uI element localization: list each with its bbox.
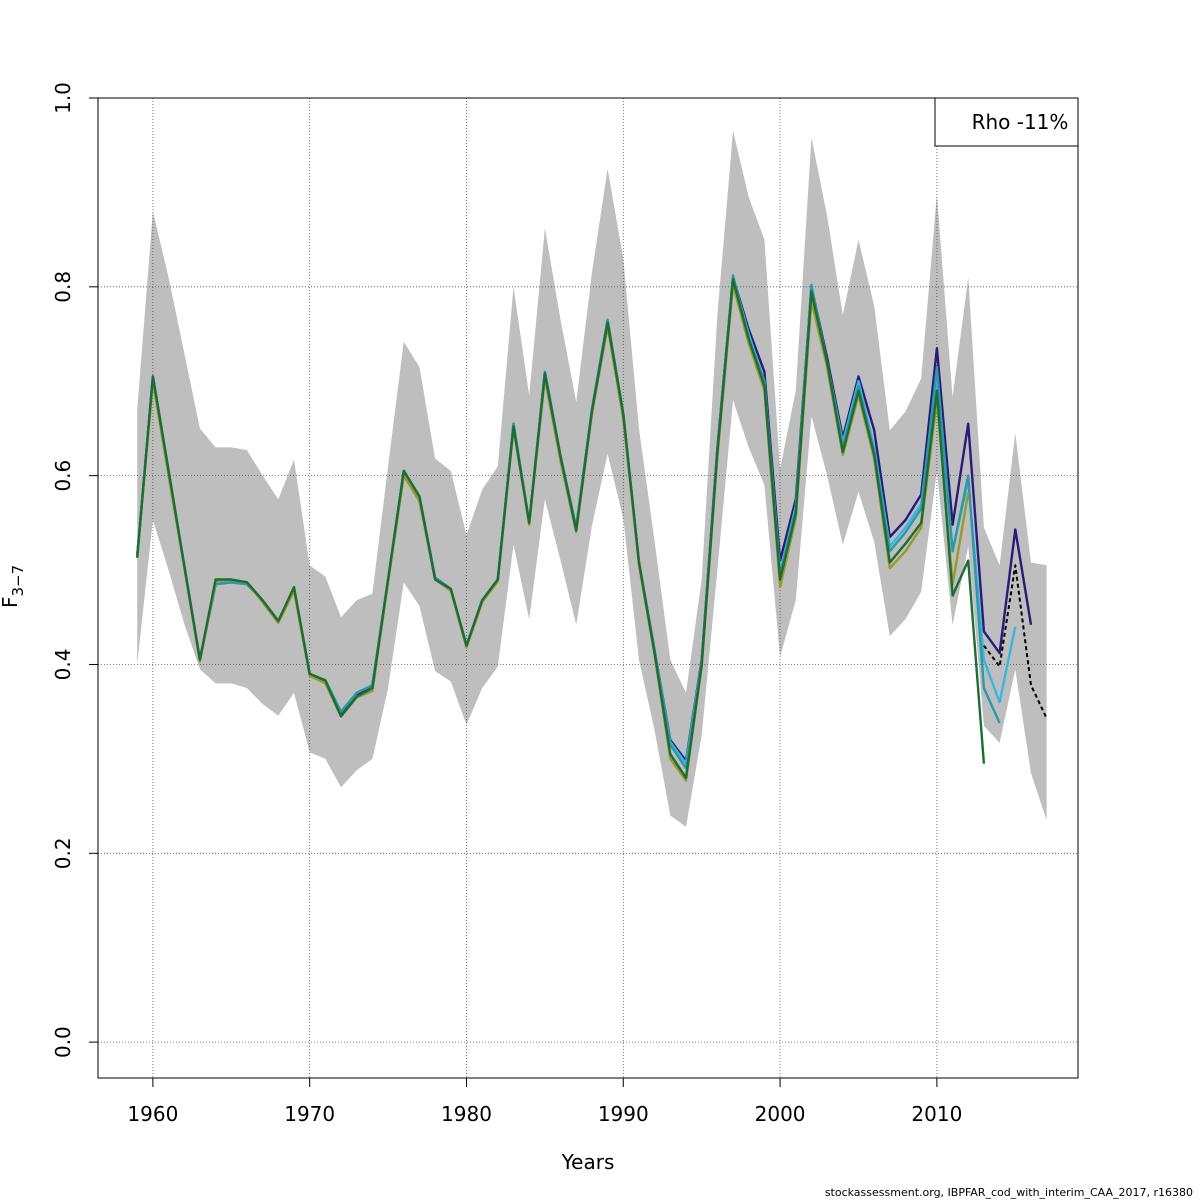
legend: Rho -11% (934, 97, 1079, 147)
series-layer (136, 274, 1048, 782)
svg-text:F3−7: F3−7 (0, 565, 27, 608)
confidence-band (137, 131, 1047, 827)
x-tick-label: 2010 (911, 1102, 962, 1126)
footer-text: stockassessment.org, IBPFAR_cod_with_int… (825, 1186, 1193, 1199)
legend-box (934, 97, 1079, 147)
plot-frame (97, 97, 1079, 1079)
y-tick-label: 0.0 (51, 1026, 75, 1058)
x-tick-label: 1960 (127, 1102, 178, 1126)
y-axis-title-subscript: 3−7 (9, 565, 27, 597)
confidence-band-layer (137, 131, 1047, 827)
y-tick-label: 0.6 (51, 460, 75, 492)
y-tick-label: 0.4 (51, 649, 75, 681)
x-tick-label: 1990 (598, 1102, 649, 1126)
x-axis-title: Years (561, 1150, 615, 1174)
x-tick-label: 2000 (755, 1102, 806, 1126)
y-tick-label: 1.0 (51, 82, 75, 114)
y-tick-label: 0.2 (51, 837, 75, 869)
y-tick-label: 0.8 (51, 271, 75, 303)
x-tick-label: 1980 (441, 1102, 492, 1126)
series-line-6 (983, 564, 1048, 719)
legend-text: Rho -11% (972, 110, 1069, 134)
y-axis-title: F3−7 (0, 565, 27, 608)
grid-layer (98, 97, 1078, 1078)
x-tick-label: 1970 (284, 1102, 335, 1126)
x-axis: 1960 1970 1980 1990 2000 2010 (127, 1078, 962, 1126)
y-axis: 0.0 0.2 0.4 0.6 0.8 1.0 (51, 82, 98, 1058)
series-line-5 (136, 278, 986, 779)
y-axis-title-main: F (0, 596, 22, 608)
